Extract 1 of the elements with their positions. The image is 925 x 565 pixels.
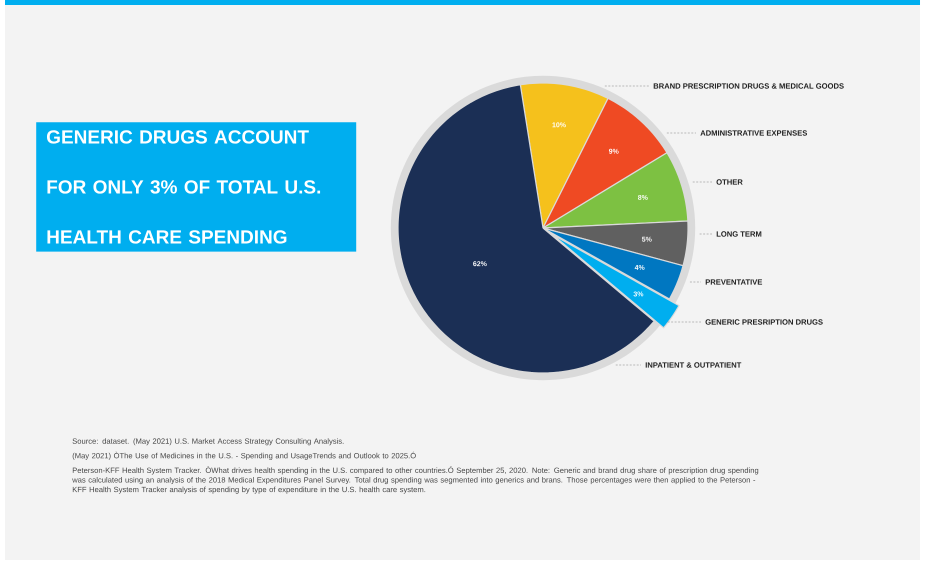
chart-title: GENERIC DRUGS ACCOUNT FOR ONLY 3% OF TOTAL U.S. HEALTH CARE SPENDING [46,130,320,244]
